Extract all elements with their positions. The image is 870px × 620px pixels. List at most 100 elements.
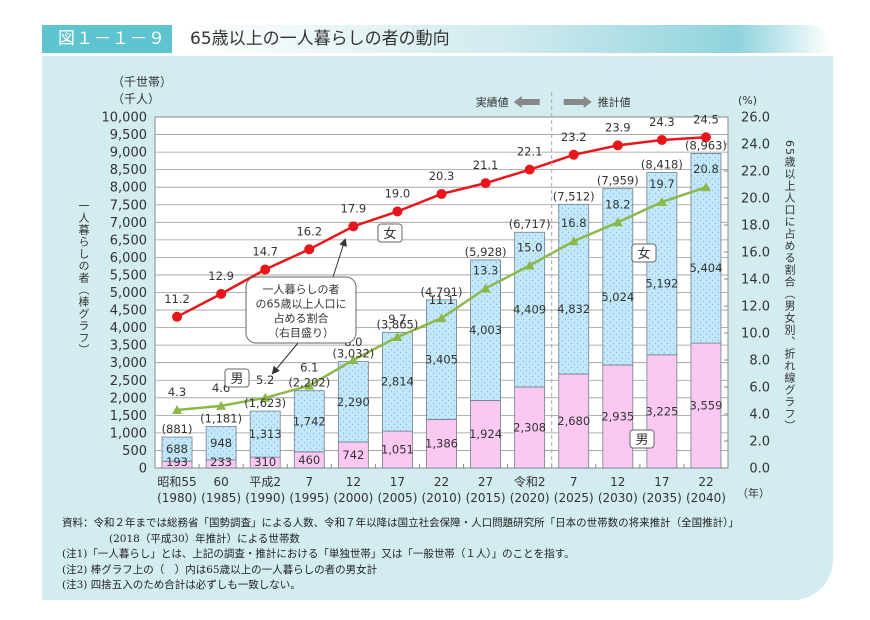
- source-note: 資料：令和２年までは総務省「国勢調査」による人数、令和７年以降は国立社会保障・人…: [62, 517, 739, 529]
- left-tick-label: 7,500: [110, 198, 147, 213]
- x-tick-year: (1980): [157, 491, 197, 505]
- left-axis-unit: （千世帯）: [112, 75, 172, 89]
- point-male: [524, 260, 535, 270]
- line-female-label: 22.1: [517, 145, 543, 159]
- left-tick-label: 3,000: [110, 356, 147, 371]
- bar-male: [690, 342, 722, 469]
- line-female-label: 24.5: [693, 112, 719, 126]
- note-2: (注2) 棒グラフ上の（ ）内は65歳以上の一人暮らしの者の男女計: [62, 563, 378, 576]
- x-tick-year: (2035): [642, 491, 682, 505]
- line-male-label: 6.1: [300, 361, 318, 375]
- bar-female: [382, 331, 413, 432]
- line-male-label: 9.7: [388, 312, 406, 326]
- callout-box: [245, 276, 357, 344]
- axes: 0 500 1,000 1,500 2,000 2,500 3,000 3,500 4,000 4…: [102, 75, 771, 505]
- line-male-label: 5.2: [256, 373, 274, 387]
- bar-female-label: 4,409: [513, 303, 546, 317]
- bar-male: [426, 418, 457, 469]
- x-tick-era: 17: [654, 475, 669, 489]
- notes: 資料：令和２年までは総務省「国勢調査」による人数、令和７年以降は国立社会保障・人…: [62, 516, 739, 594]
- bar-total-label: (2,202): [288, 376, 330, 390]
- point-female: [216, 288, 227, 299]
- right-tick-label: 8.0: [749, 354, 770, 369]
- bar-female: [161, 436, 193, 462]
- point-male: [216, 400, 227, 410]
- bar-male: [602, 364, 634, 469]
- left-tick-label: 2,000: [110, 391, 147, 406]
- bar-male: [558, 373, 590, 469]
- point-male: [260, 392, 271, 402]
- title-bar: [42, 25, 832, 53]
- right-tick-label: 12.0: [741, 300, 770, 315]
- arrow-right-icon: [563, 96, 592, 108]
- bar-male-label: 742: [342, 448, 364, 462]
- lines: [172, 132, 711, 414]
- x-tick-year: (1995): [289, 491, 329, 505]
- bar-total-label: (1,181): [200, 412, 242, 426]
- point-female: [480, 178, 491, 189]
- left-tick-label: 500: [122, 444, 147, 459]
- line-male-label: 11.1: [429, 293, 455, 307]
- left-tick-label: 7,000: [110, 216, 147, 231]
- right-axis-label: 65歳以上人口に占める割合（男女別、折れ線グラフ）: [783, 140, 796, 432]
- line-female-label: 11.2: [164, 292, 190, 306]
- tag-male-line-box: [224, 368, 250, 388]
- bar-total-label: (6,717): [509, 217, 551, 231]
- tag-female-bar: 女: [637, 246, 650, 262]
- bar-male: [514, 386, 546, 469]
- right-tick-label: 20.0: [741, 192, 770, 207]
- bar-female-label: 4,832: [557, 302, 590, 316]
- line-female-label: 14.7: [252, 245, 278, 259]
- left-tick-label: 6,000: [110, 251, 147, 266]
- x-tick-era: 令和2: [514, 474, 546, 489]
- point-male: [304, 380, 315, 390]
- x-tick-year: (1985): [201, 491, 241, 505]
- figure-number: 図１－１－９: [42, 25, 172, 53]
- x-tick-era: 7: [570, 475, 578, 489]
- bar-female: [293, 390, 325, 453]
- x-tick-year: (1990): [245, 491, 285, 505]
- line-female-label: 19.0: [385, 187, 411, 201]
- bar-male-label: 2,935: [601, 409, 634, 423]
- left-tick-label: 10,000: [102, 111, 148, 126]
- left-tick-label: 4,000: [110, 321, 147, 336]
- left-tick-label: 1,000: [110, 426, 147, 441]
- bar-male-label: 3,225: [645, 404, 678, 418]
- bar-male: [382, 430, 413, 469]
- x-tick-era: 17: [390, 475, 405, 489]
- callout-arrow-down: [271, 342, 299, 375]
- point-female: [260, 264, 271, 275]
- bar-female-label: 5,192: [645, 277, 678, 291]
- bar-female: [602, 188, 634, 366]
- right-tick-label: 4.0: [749, 408, 770, 423]
- callout-text: の65歳以上人口に: [256, 298, 347, 311]
- bar-total-label: (881): [162, 422, 193, 436]
- point-female: [392, 206, 403, 217]
- callout-text: （右目盛り）: [268, 326, 334, 340]
- right-tick-label: 0.0: [749, 462, 770, 477]
- tag-male-line: 男: [230, 372, 243, 387]
- bar-female-label: 5,404: [689, 261, 722, 275]
- line-male-label: 16.8: [561, 216, 587, 230]
- point-female: [348, 221, 359, 232]
- x-tick-year: (2015): [466, 491, 506, 505]
- line-female-label: 24.3: [649, 115, 675, 129]
- line-female-label: 17.9: [341, 201, 367, 215]
- x-tick-era: 12: [610, 475, 625, 489]
- bar-total-label: (8,963): [685, 138, 727, 152]
- x-tick-year: (2010): [422, 491, 462, 505]
- line-female-label: 21.1: [473, 158, 499, 172]
- point-male: [172, 404, 183, 414]
- x-tick-era: 22: [698, 475, 713, 489]
- right-tick-label: 24.0: [741, 138, 770, 153]
- bar-female: [514, 231, 546, 388]
- bar-total-label: (3,865): [376, 317, 418, 331]
- line-male-label: 19.7: [649, 177, 675, 191]
- line-female-label: 12.9: [208, 269, 234, 283]
- projected-label: 推計値: [598, 95, 631, 109]
- point-male: [436, 313, 447, 323]
- point-female: [612, 140, 623, 151]
- note-1: (注1)「一人暮らし」とは、上記の調査・推計における「単独世帯」又は「一般世帯（…: [62, 548, 575, 560]
